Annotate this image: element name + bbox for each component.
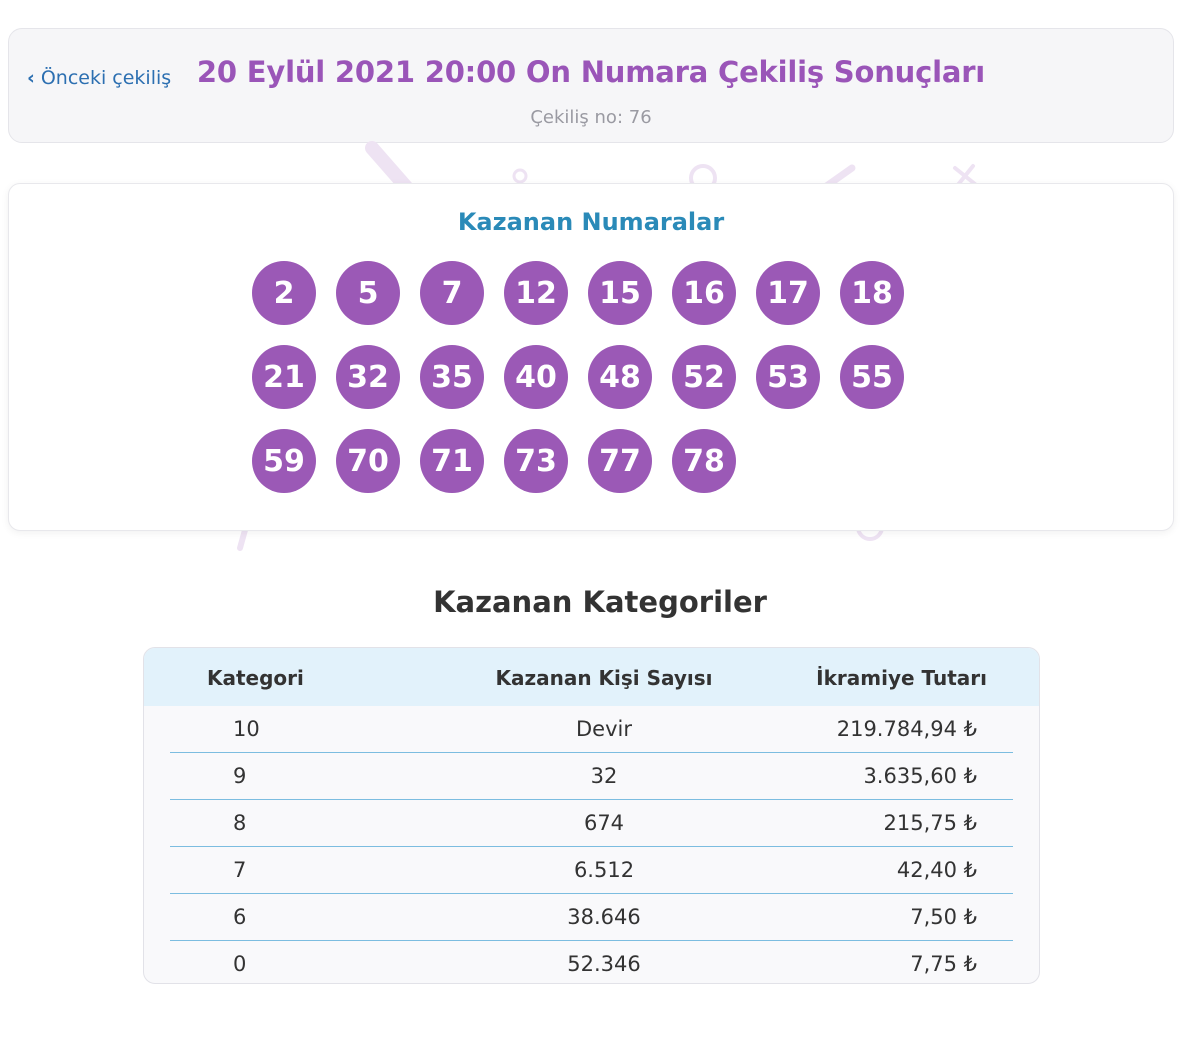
number-ball: 48: [588, 345, 652, 409]
number-balls-grid: 2 5 7 12 15 16 17 18 21 32 35 40 48 52 53 55 59 70 71 73 77 7…: [252, 261, 932, 493]
column-header-winners: Kazanan Kişi Sayısı: [495, 666, 713, 690]
table-row: 7 6.512 42,40 ₺: [170, 847, 1013, 894]
winners-cell: 32: [590, 764, 618, 788]
winning-numbers-title: Kazanan Numaralar: [457, 208, 725, 236]
draw-number: Çekiliş no: 76: [530, 107, 652, 128]
number-ball: 77: [588, 429, 652, 493]
winners-cell: 38.646: [567, 905, 641, 929]
number-ball: 35: [420, 345, 484, 409]
number-ball: 21: [252, 345, 316, 409]
categories-table: Kategori Kazanan Kişi Sayısı İkramiye Tu…: [143, 647, 1040, 984]
table-row: 6 38.646 7,50 ₺: [170, 894, 1013, 941]
winning-categories-title: Kazanan Kategoriler: [433, 585, 767, 619]
previous-draw-link[interactable]: ‹ Önceki çekiliş: [27, 67, 171, 89]
category-cell: 10: [233, 717, 260, 741]
column-header-category: Kategori: [207, 666, 304, 690]
number-ball: 73: [504, 429, 568, 493]
number-ball: 12: [504, 261, 568, 325]
number-ball: 78: [672, 429, 736, 493]
chevron-left-icon: ‹: [27, 66, 35, 89]
number-ball: 16: [672, 261, 736, 325]
number-ball: 15: [588, 261, 652, 325]
winners-cell: 674: [583, 811, 625, 835]
prize-cell: 215,75 ₺: [883, 811, 977, 835]
category-cell: 9: [233, 764, 247, 788]
winning-numbers-card: Kazanan Numaralar 2 5 7 12 15 16 17 18 21 32 35 40 4…: [8, 183, 1174, 531]
table-row: 10 Devir 219.784,94 ₺: [170, 706, 1013, 753]
number-ball: 70: [336, 429, 400, 493]
number-ball: 52: [672, 345, 736, 409]
prize-cell: 3.635,60 ₺: [863, 764, 977, 788]
number-ball: 40: [504, 345, 568, 409]
table-header: Kategori Kazanan Kişi Sayısı İkramiye Tu…: [144, 648, 1039, 706]
page-title: 20 Eylül 2021 20:00 On Numara Çekiliş So…: [196, 55, 986, 89]
number-ball: 59: [252, 429, 316, 493]
table-row: 8 674 215,75 ₺: [170, 800, 1013, 847]
table-row: 9 32 3.635,60 ₺: [170, 753, 1013, 800]
table-row: 0 52.346 7,75 ₺: [170, 941, 1013, 983]
category-cell: 8: [233, 811, 247, 835]
category-cell: 0: [233, 952, 247, 976]
number-ball: 55: [840, 345, 904, 409]
winners-cell: Devir: [576, 717, 632, 741]
previous-draw-label: Önceki çekiliş: [40, 67, 172, 89]
draw-header-card: ‹ Önceki çekiliş 20 Eylül 2021 20:00 On …: [8, 28, 1174, 143]
column-header-prize: İkramiye Tutarı: [816, 666, 987, 690]
prize-cell: 7,50 ₺: [910, 905, 977, 929]
prize-cell: 219.784,94 ₺: [836, 717, 977, 741]
winners-cell: 6.512: [573, 858, 635, 882]
prize-cell: 42,40 ₺: [896, 858, 977, 882]
number-ball: 17: [756, 261, 820, 325]
table-body: 10 Devir 219.784,94 ₺ 9 32 3.635,60 ₺ 8 674 215,…: [144, 706, 1039, 983]
category-cell: 6: [233, 905, 247, 929]
number-ball: 53: [756, 345, 820, 409]
number-ball: 2: [252, 261, 316, 325]
category-cell: 7: [233, 858, 247, 882]
prize-cell: 7,75 ₺: [910, 952, 977, 976]
number-ball: 5: [336, 261, 400, 325]
number-ball: 32: [336, 345, 400, 409]
number-ball: 71: [420, 429, 484, 493]
winners-cell: 52.346: [567, 952, 641, 976]
number-ball: 7: [420, 261, 484, 325]
number-ball: 18: [840, 261, 904, 325]
